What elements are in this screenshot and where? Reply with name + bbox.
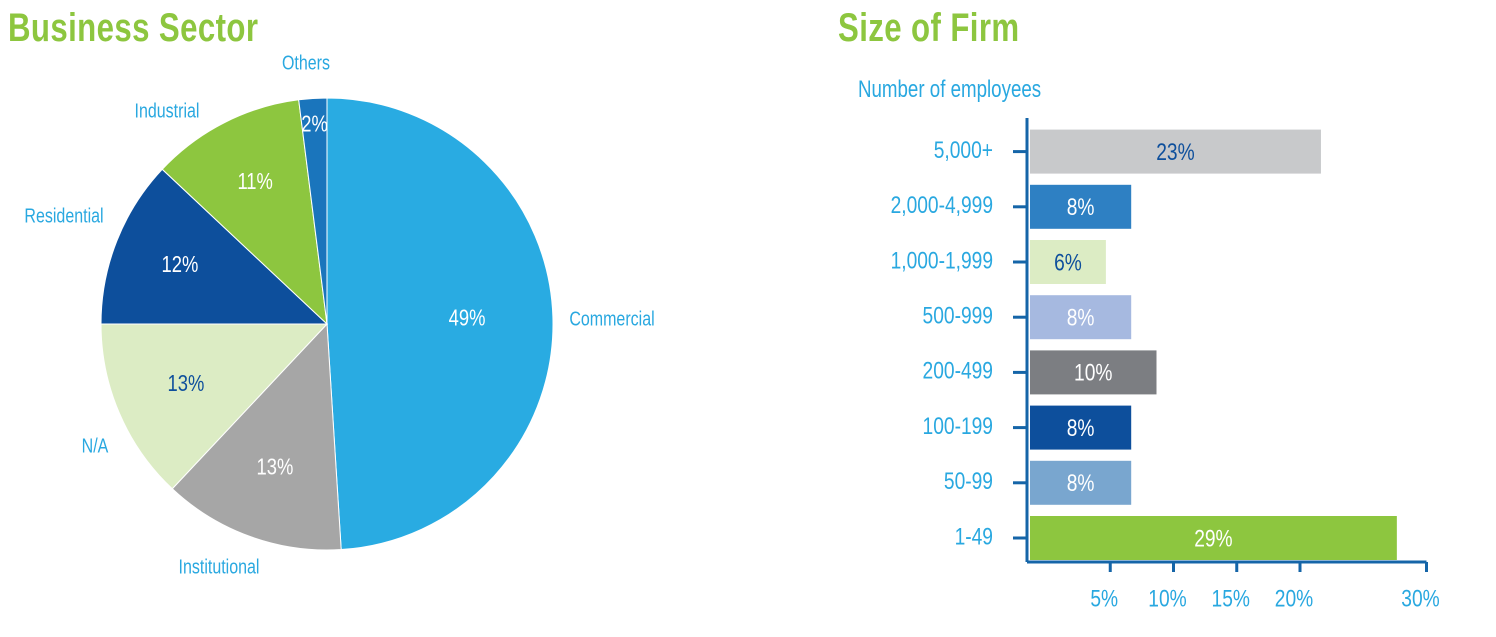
pie-slice-n-a xyxy=(100,323,329,490)
pie-category-label: Industrial xyxy=(135,100,200,122)
x-tick-label: 10% xyxy=(1148,584,1186,612)
pie-value-label: 13% xyxy=(257,455,294,480)
x-tick-label: 5% xyxy=(1090,584,1118,612)
x-tick-label: 15% xyxy=(1212,584,1250,612)
y-tick-label: 1,000-1,999 xyxy=(891,246,993,274)
pie-chart: 49% Commercial 13% Institutional 13% N/A 12% Re… xyxy=(24,52,654,578)
y-tick-label: 5,000+ xyxy=(934,136,993,164)
pie-slice-commercial xyxy=(326,97,554,551)
bar-500-999 xyxy=(1030,295,1132,340)
pie-value-label: 49% xyxy=(449,306,486,331)
bar-value-label: 8% xyxy=(1067,303,1095,331)
bar-value-label: 23% xyxy=(1156,138,1194,166)
pie-slice-others xyxy=(298,97,328,325)
bar-200-499 xyxy=(1030,350,1157,395)
pie-slice-residential xyxy=(100,168,329,325)
bar-value-label: 29% xyxy=(1194,524,1232,552)
pie-value-label: 12% xyxy=(162,252,199,277)
pie-value-label: 11% xyxy=(237,169,272,194)
bar-value-label: 8% xyxy=(1067,469,1095,497)
bar-1-000-1-999 xyxy=(1030,240,1106,284)
pie-slice-industrial xyxy=(161,99,328,326)
bar-value-label: 8% xyxy=(1067,414,1095,442)
pie-slice-institutional xyxy=(171,322,342,551)
bar-value-label: 6% xyxy=(1054,248,1082,276)
pie-value-label: 2% xyxy=(301,112,328,137)
pie-value-label: 13% xyxy=(168,371,205,396)
bar-5-000 xyxy=(1030,129,1321,174)
bar-value-label: 10% xyxy=(1074,359,1112,387)
y-tick-label: 1-49 xyxy=(955,522,993,550)
y-tick-label: 500-999 xyxy=(923,301,993,329)
pie-chart-title: Business Sector xyxy=(8,6,259,50)
bar-100-199 xyxy=(1030,405,1132,450)
bar-1-49 xyxy=(1030,516,1397,560)
x-tick-label: 30% xyxy=(1401,584,1439,612)
pie-category-label: Institutional xyxy=(179,556,260,578)
y-tick-label: 2,000-4,999 xyxy=(891,191,993,219)
bar-50-99 xyxy=(1030,460,1132,505)
bar-value-label: 8% xyxy=(1067,193,1095,221)
pie-category-label: Others xyxy=(282,52,330,74)
bar-chart-axis-title: Number of employees xyxy=(858,76,1042,103)
y-tick-label: 200-499 xyxy=(923,357,993,385)
bar-chart: 5,000+ 23% 2,000-4,999 8% 1,000-1,999 6% 500-9… xyxy=(891,118,1440,612)
bar-chart-title: Size of Firm xyxy=(838,6,1020,50)
y-tick-label: 100-199 xyxy=(923,412,993,440)
pie-category-label: N/A xyxy=(82,435,109,457)
y-tick-label: 50-99 xyxy=(944,467,993,495)
pie-category-label: Residential xyxy=(24,205,103,227)
bar-2-000-4-999 xyxy=(1030,184,1132,229)
x-tick-label: 20% xyxy=(1275,584,1313,612)
pie-category-label: Commercial xyxy=(569,308,654,330)
